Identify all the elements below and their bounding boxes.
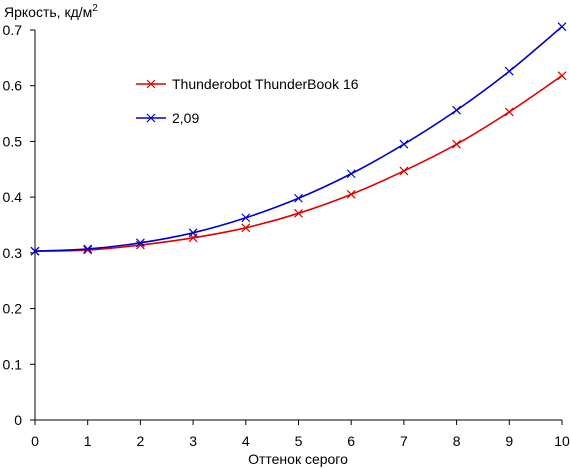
data-point bbox=[188, 228, 198, 238]
data-point bbox=[452, 139, 462, 149]
data-point bbox=[399, 139, 409, 149]
y-axis-label-superscript: 2 bbox=[92, 3, 98, 14]
data-point bbox=[346, 169, 356, 179]
series-layer bbox=[30, 22, 567, 256]
data-point bbox=[83, 244, 93, 254]
x-tick-label: 10 bbox=[554, 433, 570, 449]
y-tick-label: 0 bbox=[14, 412, 22, 428]
series-2 bbox=[30, 22, 567, 256]
data-point bbox=[294, 193, 303, 203]
x-axis-label: Оттенок серого bbox=[248, 451, 348, 467]
x-tick-label: 1 bbox=[84, 433, 92, 449]
data-point bbox=[399, 166, 409, 176]
x-tick-label: 3 bbox=[189, 433, 197, 449]
y-ticks: 0 0.1 0.2 0.3 0.4 0.5 0.6 0.7 bbox=[3, 22, 35, 428]
data-point bbox=[294, 208, 303, 218]
x-tick-label: 0 bbox=[31, 433, 39, 449]
x-ticks: 0 1 2 3 4 5 6 7 8 9 10 bbox=[31, 420, 570, 449]
legend-item: 2,09 bbox=[136, 110, 199, 126]
y-tick-label: 0.5 bbox=[3, 133, 23, 149]
data-point bbox=[30, 246, 40, 256]
data-point bbox=[504, 66, 514, 76]
legend-label: Thunderobot ThunderBook 16 bbox=[172, 76, 359, 92]
x-tick-label: 6 bbox=[347, 433, 355, 449]
legend: Thunderobot ThunderBook 16 2,09 bbox=[136, 76, 359, 126]
y-tick-label: 0.1 bbox=[3, 356, 23, 372]
x-tick-label: 5 bbox=[295, 433, 303, 449]
data-point bbox=[557, 22, 567, 32]
x-tick-label: 2 bbox=[137, 433, 145, 449]
series-line bbox=[34, 26, 563, 252]
y-tick-label: 0.4 bbox=[3, 189, 23, 205]
y-tick-label: 0.2 bbox=[3, 301, 23, 317]
data-point bbox=[557, 71, 567, 81]
y-axis-label: Яркость, кд/м2 bbox=[4, 3, 98, 20]
legend-item: Thunderobot ThunderBook 16 bbox=[136, 76, 359, 92]
x-tick-label: 4 bbox=[242, 433, 250, 449]
legend-label: 2,09 bbox=[172, 110, 199, 126]
data-point bbox=[504, 107, 514, 117]
data-point bbox=[241, 223, 251, 233]
legend-swatch-marker bbox=[146, 79, 156, 89]
data-point bbox=[241, 213, 251, 223]
data-point bbox=[452, 105, 462, 115]
x-tick-label: 9 bbox=[505, 433, 513, 449]
y-tick-label: 0.6 bbox=[3, 78, 23, 94]
x-tick-label: 7 bbox=[400, 433, 408, 449]
x-tick-label: 8 bbox=[453, 433, 461, 449]
series-line bbox=[34, 75, 563, 252]
data-point bbox=[346, 189, 356, 199]
data-point bbox=[83, 245, 93, 255]
y-tick-label: 0.7 bbox=[3, 22, 23, 38]
y-axis-label-text: Яркость, кд/м bbox=[4, 4, 92, 20]
legend-swatch-marker bbox=[146, 113, 156, 123]
series-1 bbox=[30, 71, 567, 256]
y-tick-label: 0.3 bbox=[3, 245, 23, 261]
data-point bbox=[135, 238, 145, 248]
